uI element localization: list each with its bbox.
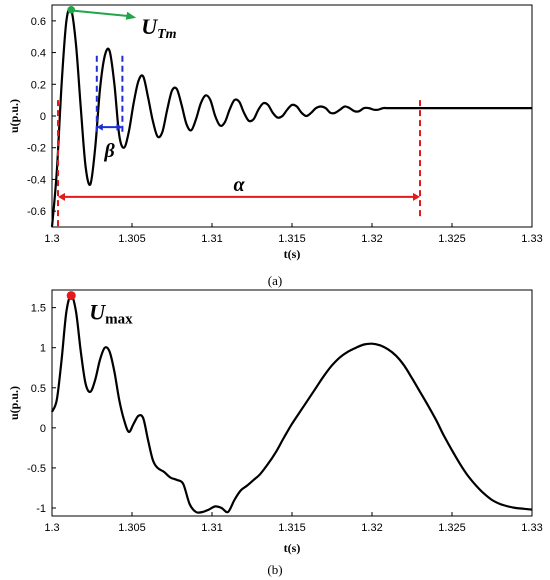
chart-a-ylabel: u(p.u.): [7, 99, 21, 133]
chart-a-caption: (a): [268, 273, 282, 288]
chart-a-xtick-label: 1.32: [361, 233, 382, 245]
chart-b-xtick-label: 1.315: [278, 522, 306, 534]
beta-label: β: [103, 140, 115, 162]
chart-a-frame: [51, 4, 533, 228]
chart-b-series-line: [50, 294, 533, 514]
chart-a-xtick-label: 1.33: [521, 233, 542, 245]
utm-label-sub: Tm: [157, 27, 177, 42]
chart-b-ylabel: u(p.u.): [7, 386, 21, 420]
chart-a-ytick-label: -0.6: [27, 206, 46, 218]
chart-b: 1.3 1.305 1.31 1.315 1.32 1.325 1.33 -1 -0.5 0 0.5…: [7, 289, 543, 577]
chart-b-xtick-label: 1.305: [118, 522, 146, 534]
chart-a-ytick-label: -0.4: [27, 174, 46, 186]
utm-arrowhead: [125, 11, 137, 20]
chart-b-xlabel: t(s): [284, 541, 301, 555]
chart-a-ytick-label: 0.6: [31, 16, 46, 28]
umax-point-marker: [66, 291, 76, 301]
beta-arrowhead-right: [116, 123, 123, 131]
utm-label: UTm: [141, 14, 176, 42]
chart-a-plot-area: [52, 5, 532, 227]
chart-a-xtick-label: 1.31: [201, 233, 222, 245]
utm-arrow-line: [74, 9, 131, 18]
chart-a-xlabel: t(s): [284, 247, 301, 261]
chart-a-xtick-label: 1.305: [118, 233, 146, 245]
chart-a-ytick-label: -0.2: [27, 143, 46, 155]
alpha-arrowhead-left: [58, 192, 65, 201]
chart-a: 1.3 1.305 1.31 1.315 1.32 1.325 1.33 -0.6 -0.4 -0…: [7, 4, 543, 288]
chart-b-ytick-label: 0.5: [31, 383, 46, 395]
chart-b-ytick-label: -1: [36, 503, 46, 515]
chart-b-ytick-label: 1: [40, 343, 46, 355]
chart-a-series-line: [50, 6, 532, 228]
umax-label: Umax: [89, 300, 133, 328]
chart-b-xtick-label: 1.32: [361, 522, 382, 534]
chart-a-ytick-label: 0.2: [31, 79, 46, 91]
umax-label-sub: max: [105, 312, 133, 328]
utm-point-marker: [67, 5, 75, 14]
chart-a-ytick-label: 0: [40, 111, 46, 123]
umax-label-main: U: [89, 300, 106, 325]
alpha-label: α: [233, 174, 245, 196]
chart-a-xtick-label: 1.325: [438, 233, 466, 245]
beta-arrowhead-left: [96, 123, 103, 131]
chart-b-xtick-label: 1.325: [438, 522, 466, 534]
chart-b-xtick-label: 1.33: [521, 522, 542, 534]
chart-b-ytick-label: -0.5: [27, 463, 46, 475]
chart-b-plot-area: [52, 290, 532, 516]
chart-b-xtick-label: 1.3: [44, 522, 59, 534]
chart-b-frame: [51, 289, 533, 517]
chart-a-ytick-label: 0.4: [31, 48, 46, 60]
chart-b-caption: (b): [267, 562, 282, 577]
chart-a-xtick-label: 1.315: [278, 233, 306, 245]
chart-b-ytick-label: 1.5: [31, 303, 46, 315]
chart-a-xtick-label: 1.3: [44, 233, 59, 245]
alpha-arrowhead-right: [413, 192, 420, 201]
chart-b-ytick-label: 0: [40, 423, 46, 435]
chart-b-xtick-label: 1.31: [201, 522, 222, 534]
utm-label-main: U: [141, 14, 158, 39]
